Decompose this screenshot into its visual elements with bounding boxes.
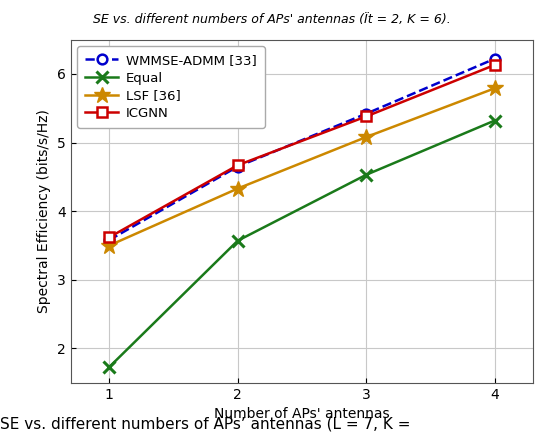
- LSF [36]: [234, 186, 241, 191]
- Line: Equal: Equal: [103, 114, 501, 373]
- ICGNN: [363, 114, 369, 119]
- Legend: WMMSE-ADMM [33], Equal, LSF [36], ICGNN: WMMSE-ADMM [33], Equal, LSF [36], ICGNN: [77, 46, 265, 128]
- Line: ICGNN: ICGNN: [104, 60, 499, 242]
- WMMSE-ADMM [33]: [106, 238, 113, 243]
- ICGNN: [234, 162, 241, 168]
- Y-axis label: Spectral Efficiency (bits/s/Hz): Spectral Efficiency (bits/s/Hz): [38, 109, 52, 313]
- Equal: [234, 238, 241, 243]
- Text: SE vs. different numbers of APs’ antennas (L = 7, K =: SE vs. different numbers of APs’ antenna…: [0, 416, 411, 431]
- LSF [36]: [491, 86, 498, 91]
- Line: LSF [36]: LSF [36]: [101, 80, 503, 254]
- WMMSE-ADMM [33]: [234, 164, 241, 169]
- WMMSE-ADMM [33]: [491, 56, 498, 62]
- Text: SE vs. different numbers of APs' antennas (Ϊt = 2, K = 6).: SE vs. different numbers of APs' antenna…: [93, 13, 451, 26]
- ICGNN: [106, 235, 113, 240]
- WMMSE-ADMM [33]: [363, 111, 369, 116]
- X-axis label: Number of APs' antennas: Number of APs' antennas: [214, 407, 390, 421]
- Equal: [491, 118, 498, 123]
- LSF [36]: [363, 135, 369, 140]
- ICGNN: [491, 62, 498, 68]
- Line: WMMSE-ADMM [33]: WMMSE-ADMM [33]: [104, 54, 499, 245]
- Equal: [106, 364, 113, 370]
- Equal: [363, 172, 369, 177]
- LSF [36]: [106, 243, 113, 248]
